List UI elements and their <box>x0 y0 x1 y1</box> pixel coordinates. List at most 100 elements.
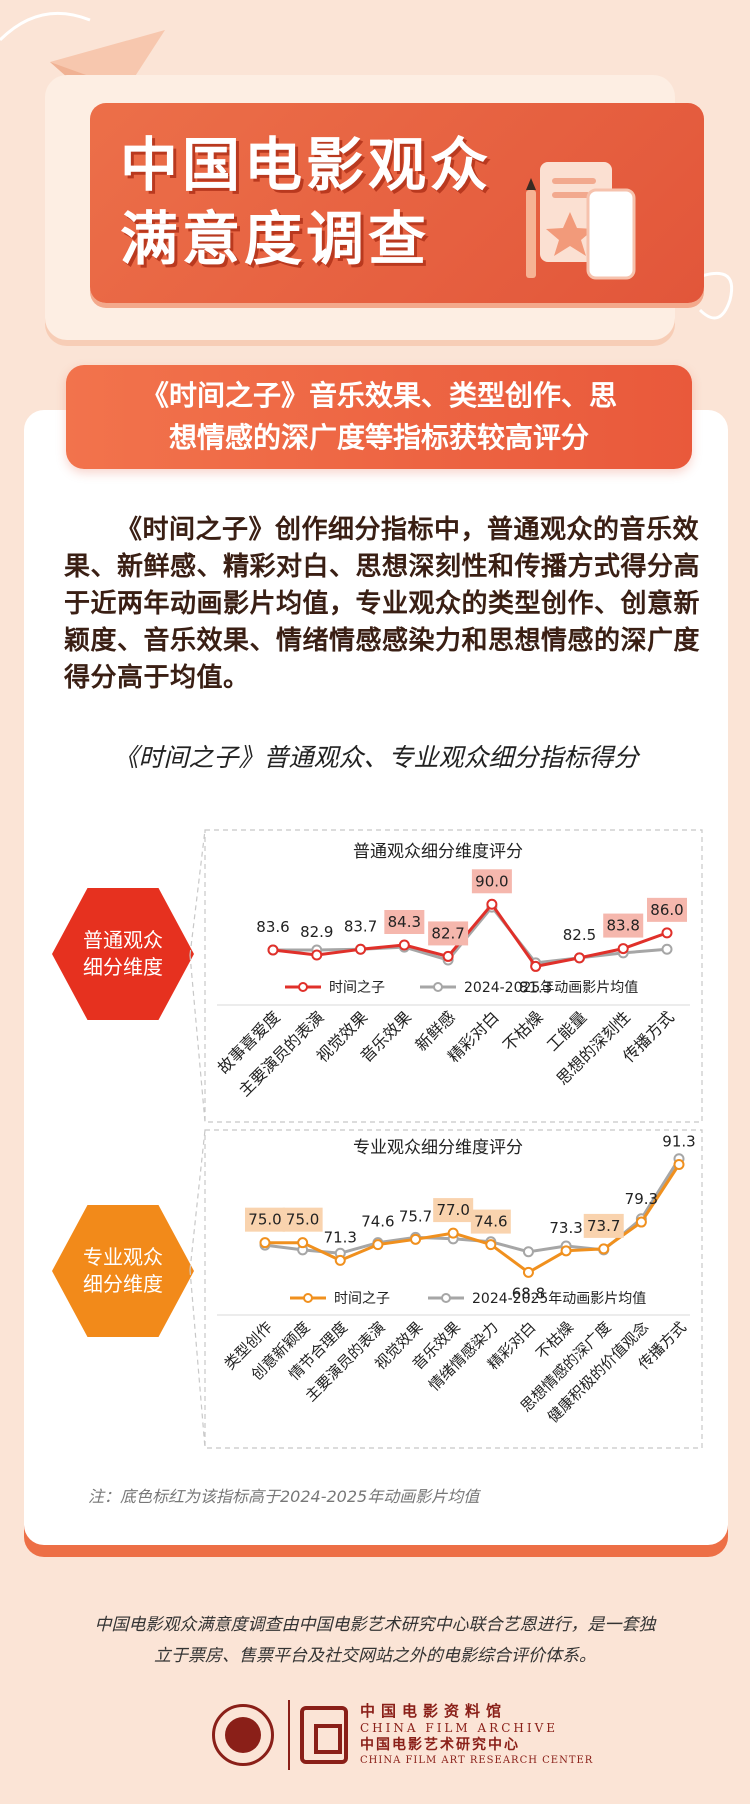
data-label: 86.0 <box>650 901 683 919</box>
data-label: 83.6 <box>256 918 289 936</box>
data-label-highlight <box>603 913 644 938</box>
pro-hex-line1: 专业观众 <box>83 1245 163 1269</box>
data-point-main <box>311 949 323 961</box>
data-label: 90.0 <box>475 872 508 890</box>
subtitle-banner <box>66 365 692 469</box>
logo-en-archive: CHINA FILM ARCHIVE <box>360 1721 559 1735</box>
logo-en-center: CHINA FILM ART RESEARCH CENTER <box>360 1755 594 1766</box>
data-point-main <box>673 1159 685 1171</box>
data-point-main <box>267 944 279 956</box>
data-point-main <box>372 1239 384 1251</box>
data-point-main <box>259 1237 271 1249</box>
research-center-logo-icon <box>300 1706 348 1764</box>
data-label: 73.3 <box>549 1219 582 1237</box>
legend-label-main: 时间之子 <box>329 980 385 996</box>
data-point-main <box>410 1233 422 1245</box>
legend-marker-average <box>433 982 443 992</box>
data-label-highlight <box>471 869 512 894</box>
series-line-average <box>273 905 668 965</box>
legend-label-average: 2024-2025年动画影片均值 <box>464 980 638 996</box>
logo-text: 中国电影资料馆 CHINA FILM ARCHIVE 中国电影艺术研究中心 CH… <box>360 1702 593 1768</box>
data-point-main <box>398 939 410 951</box>
data-label-highlight <box>583 1213 624 1238</box>
general-hex-line2: 细分维度 <box>83 955 163 979</box>
data-label-highlight <box>433 1198 474 1223</box>
data-label-highlight <box>282 1207 323 1232</box>
data-point-main <box>334 1254 346 1266</box>
logo-divider <box>288 1700 290 1770</box>
chart-title: 普通观众细分维度评分 <box>353 842 523 862</box>
chart-frame <box>204 1129 703 1449</box>
data-point-main <box>635 1216 647 1228</box>
general-hex-line1: 普通观众 <box>83 928 163 952</box>
data-label-highlight <box>245 1207 285 1232</box>
series-line-main <box>265 1163 681 1274</box>
page-title-line2: 满意度调查 <box>120 205 431 273</box>
series-line-main <box>272 902 668 968</box>
data-label: 91.3 <box>662 1133 695 1151</box>
logo-cn-archive: 中国电影资料馆 <box>360 1702 508 1720</box>
logo-area: 中国电影资料馆 CHINA FILM ARCHIVE 中国电影艺术研究中心 CH… <box>212 1700 592 1770</box>
data-point-main <box>661 927 673 939</box>
data-point-main <box>522 1266 534 1278</box>
data-label: 81.3 <box>519 978 552 996</box>
legend-marker-main <box>298 982 308 992</box>
subtitle-line1: 《时间之子》音乐效果、类型创作、思 <box>140 379 617 412</box>
data-label-highlight <box>647 897 687 922</box>
footer-line2: 立于票房、售票平台及社交网站之外的电影综合评价体系。 <box>154 1646 596 1666</box>
document-phone-icon <box>526 162 636 280</box>
footer-description: 中国电影观众满意度调查由中国电影艺术研究中心联合艺恩进行，是一套独 立于票房、售… <box>45 1610 705 1672</box>
data-point-main <box>486 898 498 910</box>
subtitle-line2: 想情感的深广度等指标获较高评分 <box>168 421 589 454</box>
data-label-highlight <box>384 910 425 934</box>
data-label: 77.0 <box>436 1201 469 1219</box>
footnote: 注：底色标红为该指标高于2024-2025年动画影片均值 <box>88 1487 480 1506</box>
data-label-highlight <box>470 1209 511 1234</box>
data-point-main <box>485 1239 497 1251</box>
data-point-average <box>661 943 673 955</box>
chart-frame <box>204 829 703 1123</box>
data-label-highlight <box>428 921 469 946</box>
data-point-main <box>447 1227 459 1239</box>
data-point-main <box>573 952 585 964</box>
data-label: 79.3 <box>625 1190 658 1208</box>
data-label: 74.6 <box>474 1213 507 1231</box>
data-label: 84.3 <box>388 913 421 931</box>
data-label: 71.3 <box>324 1228 357 1246</box>
data-label: 82.7 <box>431 924 464 942</box>
chart-connector <box>189 1129 206 1449</box>
data-label: 75.0 <box>248 1211 281 1229</box>
data-point-average <box>522 1246 534 1258</box>
logo-cn-center: 中国电影艺术研究中心 <box>360 1737 520 1753</box>
data-label: 82.9 <box>300 923 333 941</box>
subtitle: 《时间之子》音乐效果、类型创作、思 想情感的深广度等指标获较高评分 <box>66 375 692 459</box>
legend-marker-main <box>303 1293 313 1303</box>
data-point-main <box>617 943 629 955</box>
pro-hex-line2: 细分维度 <box>83 1272 163 1296</box>
legend-label-average: 2024-2025年动画影片均值 <box>472 1291 646 1307</box>
data-label: 74.6 <box>361 1213 394 1231</box>
data-label: 75.7 <box>399 1207 432 1225</box>
intro-paragraph: 《时间之子》创作细分指标中，普通观众的音乐效果、新鲜感、精彩对白、思想深刻性和传… <box>64 515 701 693</box>
data-point-main <box>442 950 454 962</box>
data-label: 75.0 <box>286 1211 319 1229</box>
data-label: 83.7 <box>344 917 377 935</box>
chart-title: 专业观众细分维度评分 <box>353 1138 523 1158</box>
chart-connector <box>189 829 206 1123</box>
data-label: 68.8 <box>512 1284 545 1302</box>
data-label: 82.5 <box>563 926 596 944</box>
data-point-main <box>355 943 367 955</box>
data-label: 73.7 <box>587 1217 620 1235</box>
page-title-line1: 中国电影观众 <box>120 131 493 199</box>
chart-heading: 《时间之子》普通观众、专业观众细分指标得分 <box>113 743 639 772</box>
legend-label-main: 时间之子 <box>334 1291 390 1307</box>
archive-seal-icon <box>212 1704 274 1766</box>
page-title: 中国电影观众 满意度调查 <box>120 128 540 276</box>
data-point-main <box>297 1237 309 1249</box>
data-point-main <box>560 1245 572 1257</box>
category-label: 不枯燥 <box>499 1007 546 1054</box>
data-point-main <box>530 960 542 972</box>
legend-marker-average <box>441 1293 451 1303</box>
data-label: 83.8 <box>607 917 640 935</box>
